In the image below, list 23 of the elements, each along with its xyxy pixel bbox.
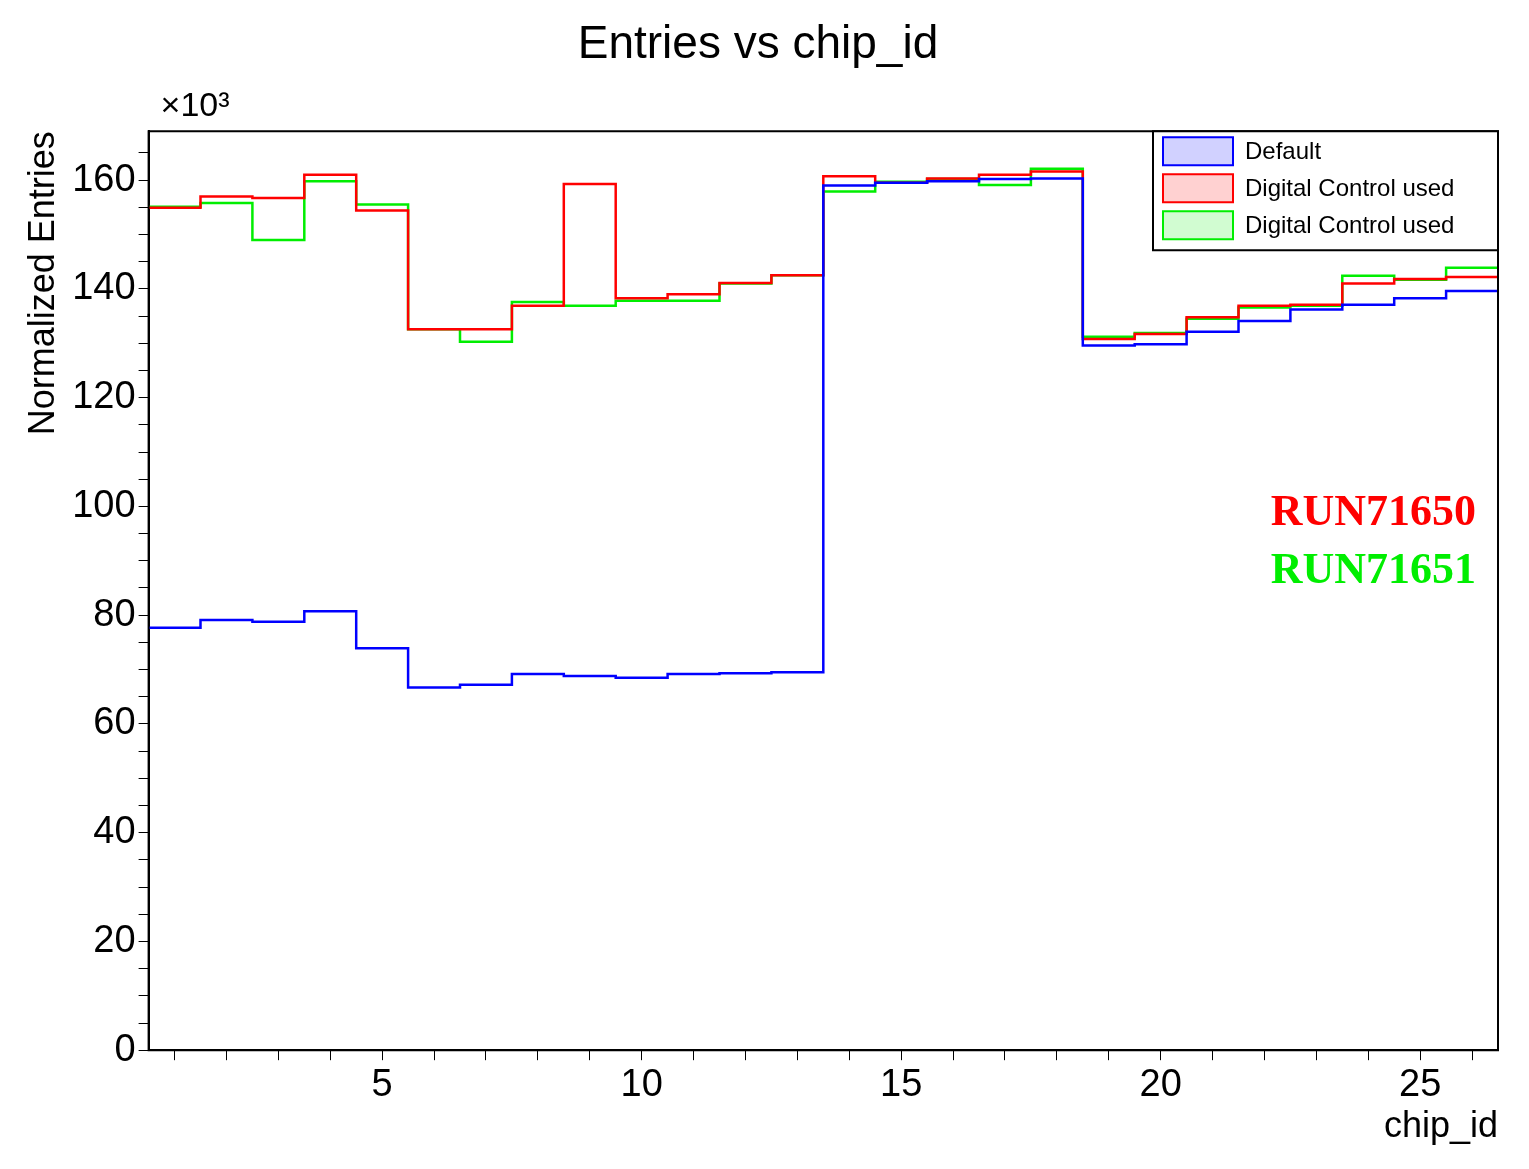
y-tick-label: 140 <box>72 265 136 308</box>
x-tick-label: 5 <box>371 1062 393 1105</box>
x-tick-label: 15 <box>880 1062 923 1105</box>
legend-label: Default <box>1245 136 1322 164</box>
text: ×10³ <box>160 84 230 123</box>
x-axis-title: chip_id <box>1383 1104 1498 1146</box>
x-tick-label: 25 <box>1399 1062 1442 1105</box>
y-tick-label: 160 <box>72 156 136 199</box>
y-tick-label: 20 <box>93 917 136 960</box>
y-tick-label: 60 <box>93 700 136 743</box>
y-tick-label: 0 <box>114 1026 136 1069</box>
legend-label: Digital Control used <box>1245 173 1455 201</box>
chart-title: Entries vs chip_id <box>577 16 939 69</box>
x-tick-label: 10 <box>620 1062 663 1105</box>
annotation: RUN71651 <box>1270 543 1476 593</box>
y-tick-label: 100 <box>72 482 136 525</box>
legend-label: Digital Control used <box>1245 210 1455 238</box>
x-tick-label: 20 <box>1139 1062 1182 1105</box>
y-axis-title: Normalized Entries <box>20 131 62 436</box>
y-tick-label: 40 <box>93 809 136 852</box>
annotation: RUN71650 <box>1270 485 1476 535</box>
y-tick-label: 80 <box>93 591 136 634</box>
y-tick-label: 120 <box>72 374 136 417</box>
